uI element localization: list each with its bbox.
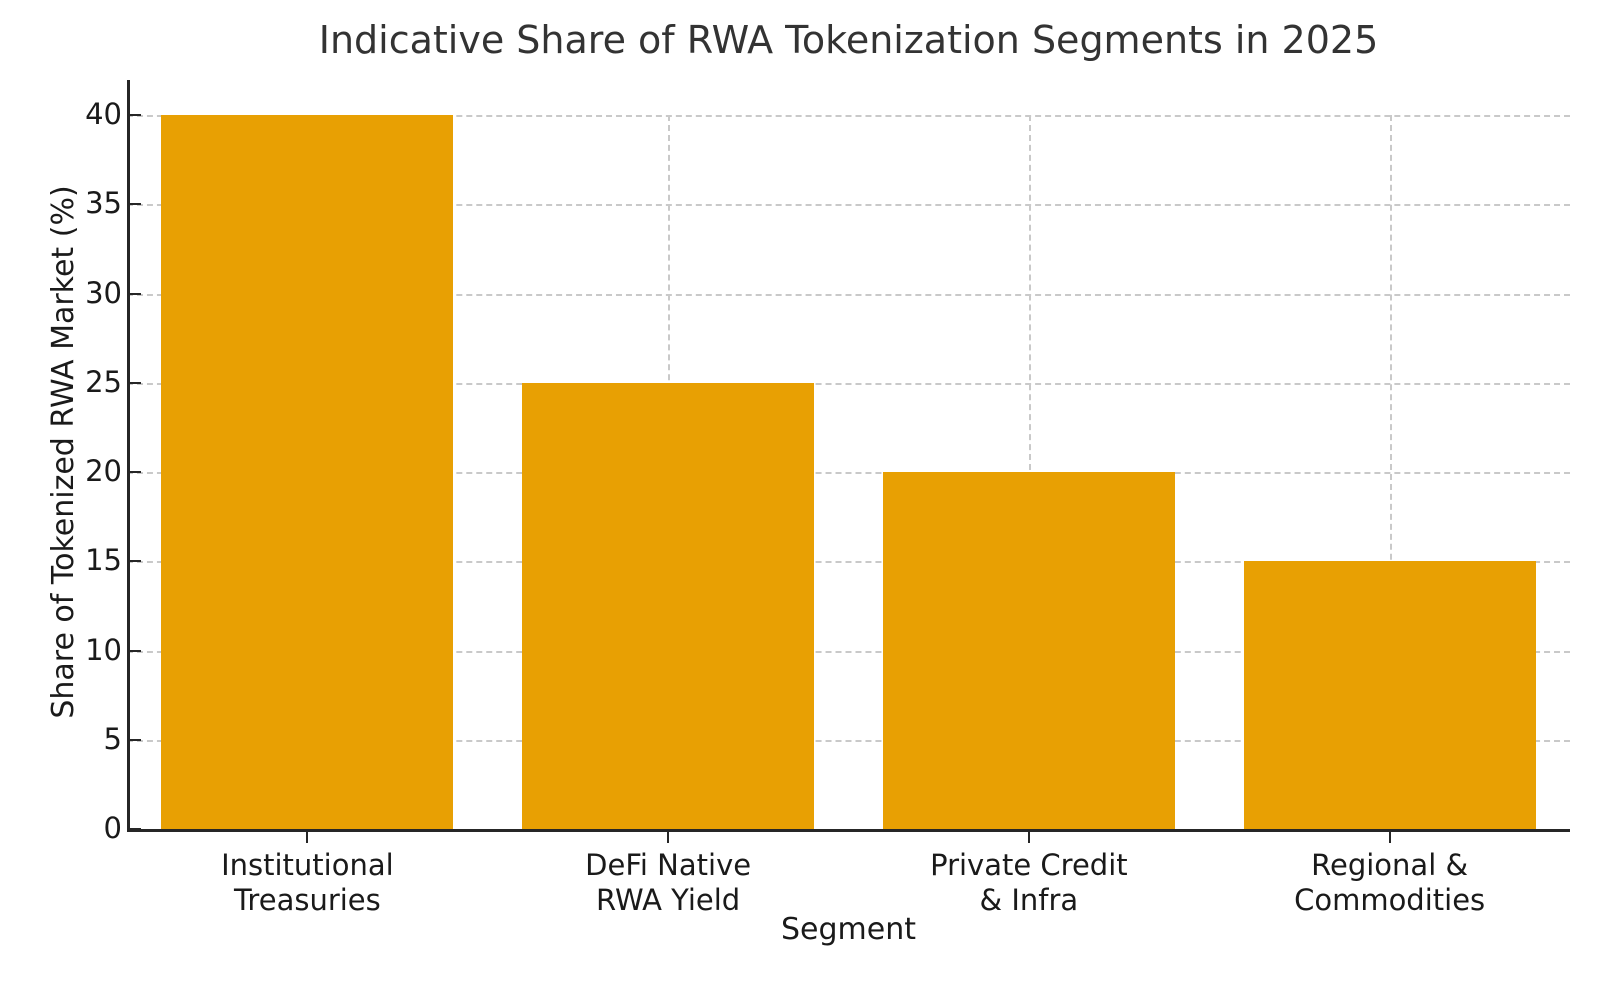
- y-tick-mark: [130, 560, 141, 563]
- gridline-y-15: [127, 561, 1570, 564]
- y-tick-label: 0: [103, 811, 122, 845]
- x-tick-mark: [306, 832, 309, 843]
- y-tick-mark: [130, 203, 141, 206]
- gridline-y-30: [127, 293, 1570, 296]
- gridline-y-5: [127, 739, 1570, 742]
- y-tick-mark: [130, 738, 141, 741]
- y-tick-label: 40: [85, 97, 122, 131]
- gridline-x-3: [1389, 115, 1392, 829]
- y-tick-mark: [130, 292, 141, 295]
- x-tick-label: Private Credit & Infra: [930, 848, 1128, 918]
- y-tick-mark: [130, 471, 141, 473]
- gridline-y-25: [127, 382, 1570, 385]
- y-tick-mark: [130, 381, 141, 384]
- x-tick-label: DeFi Native RWA Yield: [585, 848, 752, 918]
- gridline-y-35: [127, 204, 1570, 207]
- bar[interactable]: [522, 382, 815, 829]
- y-axis-label: Share of Tokenized RWA Market (%): [46, 185, 81, 719]
- y-tick-label: 35: [85, 186, 122, 221]
- y-axis-label-wrapper: Share of Tokenized RWA Market (%): [0, 0, 81, 1000]
- bar[interactable]: [882, 472, 1175, 829]
- bar[interactable]: [1243, 561, 1536, 829]
- y-tick-label: 10: [85, 632, 122, 667]
- gridline-y-10: [127, 650, 1570, 653]
- y-axis-spine: [127, 80, 130, 831]
- x-tick-mark: [1388, 832, 1391, 843]
- y-tick-label: 15: [85, 543, 122, 578]
- x-axis-label: Segment: [781, 912, 916, 947]
- x-axis-spine: [127, 829, 1570, 832]
- plot-area: [127, 115, 1570, 829]
- y-tick-label: 20: [85, 454, 122, 488]
- x-tick-mark: [667, 832, 670, 843]
- y-tick-mark: [130, 649, 141, 652]
- x-tick-mark: [1027, 832, 1030, 843]
- gridline-y-20: [127, 472, 1570, 474]
- y-tick-mark: [130, 828, 141, 830]
- chart-title: Indicative Share of RWA Tokenization Seg…: [318, 18, 1379, 62]
- x-tick-label: Institutional Treasuries: [221, 848, 394, 918]
- x-tick-label: Regional & Commodities: [1294, 848, 1486, 918]
- y-tick-label: 25: [85, 364, 122, 399]
- gridline-y-40: [127, 115, 1570, 117]
- y-tick-label: 5: [103, 721, 122, 756]
- y-tick-label: 30: [85, 275, 122, 310]
- y-tick-mark: [130, 114, 141, 116]
- bar[interactable]: [161, 115, 454, 829]
